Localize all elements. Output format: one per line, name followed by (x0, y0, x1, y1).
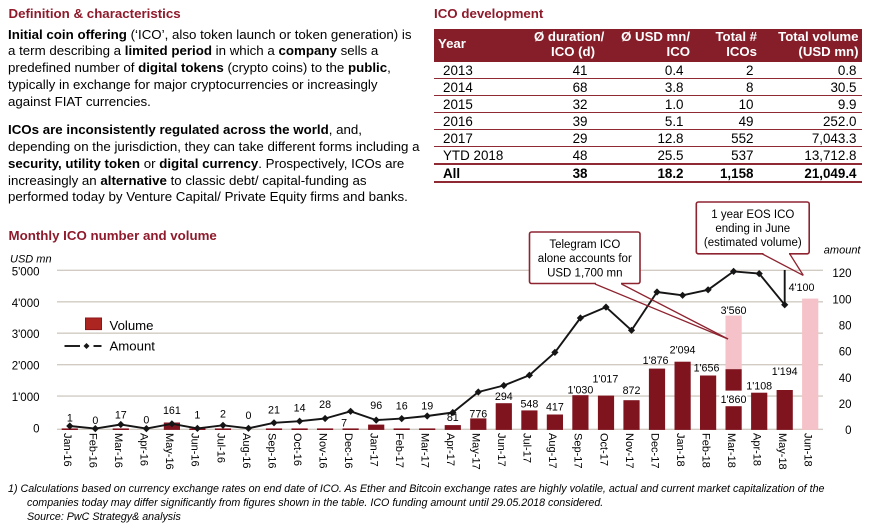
svg-text:alone accounts for: alone accounts for (538, 253, 632, 265)
svg-text:Jun-17: Jun-17 (495, 433, 507, 467)
svg-text:1'194: 1'194 (772, 366, 798, 378)
svg-text:294: 294 (495, 391, 513, 403)
svg-text:1: 1 (67, 412, 73, 424)
svg-text:Telegram ICO: Telegram ICO (549, 239, 620, 251)
svg-text:Jan-16: Jan-16 (61, 433, 73, 467)
svg-text:Feb-16: Feb-16 (87, 433, 99, 468)
svg-text:80: 80 (839, 321, 852, 333)
svg-text:3'560: 3'560 (721, 305, 747, 317)
svg-text:161: 161 (163, 405, 181, 417)
svg-text:1'017: 1'017 (592, 374, 618, 386)
svg-text:Sep-17: Sep-17 (572, 433, 584, 468)
svg-text:14: 14 (294, 402, 306, 414)
svg-text:21: 21 (268, 405, 280, 417)
svg-text:amount: amount (824, 245, 862, 257)
svg-text:Aug-17: Aug-17 (546, 433, 558, 468)
svg-text:417: 417 (546, 401, 564, 413)
svg-text:2: 2 (220, 409, 226, 421)
svg-text:Amount: Amount (110, 339, 156, 354)
svg-text:Sep-16: Sep-16 (265, 433, 277, 468)
svg-text:Jul-16: Jul-16 (214, 433, 226, 463)
svg-text:40: 40 (839, 373, 852, 385)
svg-text:0: 0 (143, 415, 149, 427)
svg-text:USD 1,700 mn: USD 1,700 mn (547, 267, 622, 279)
svg-text:1'876: 1'876 (643, 355, 669, 367)
svg-text:2'000: 2'000 (12, 361, 40, 373)
svg-text:96: 96 (370, 400, 382, 412)
svg-text:16: 16 (396, 401, 408, 413)
svg-text:20: 20 (839, 399, 852, 411)
svg-text:1'108: 1'108 (746, 381, 772, 393)
svg-text:Oct-16: Oct-16 (291, 433, 303, 466)
svg-text:Feb-17: Feb-17 (393, 433, 405, 468)
svg-text:Jan-18: Jan-18 (674, 433, 686, 467)
svg-text:Jul-17: Jul-17 (521, 433, 533, 463)
svg-text:0: 0 (246, 410, 252, 422)
svg-text:1'000: 1'000 (12, 392, 40, 404)
svg-text:872: 872 (623, 385, 641, 397)
svg-text:1'030: 1'030 (567, 384, 593, 396)
svg-text:May-17: May-17 (470, 433, 482, 470)
svg-text:Nov-17: Nov-17 (623, 433, 635, 468)
svg-text:7: 7 (341, 418, 347, 430)
svg-text:4'100: 4'100 (789, 282, 815, 294)
svg-text:(estimated volume): (estimated volume) (704, 237, 802, 249)
svg-text:548: 548 (520, 398, 538, 410)
svg-text:1 year EOS ICO: 1 year EOS ICO (711, 209, 794, 221)
svg-text:19: 19 (421, 401, 433, 413)
svg-text:Nov-16: Nov-16 (316, 433, 328, 468)
svg-text:Aug-16: Aug-16 (240, 433, 252, 468)
svg-text:0: 0 (33, 424, 39, 436)
svg-text:Apr-17: Apr-17 (444, 433, 456, 466)
svg-text:17: 17 (115, 409, 127, 421)
svg-text:1'860: 1'860 (721, 394, 747, 406)
svg-text:May-16: May-16 (163, 433, 175, 470)
svg-text:81: 81 (447, 412, 459, 424)
svg-text:1: 1 (194, 410, 200, 422)
svg-text:3'000: 3'000 (12, 329, 40, 341)
svg-text:Apr-18: Apr-18 (751, 433, 763, 466)
svg-text:60: 60 (839, 347, 852, 359)
svg-text:Apr-16: Apr-16 (138, 433, 150, 466)
svg-text:Jun-16: Jun-16 (189, 433, 201, 467)
svg-text:0: 0 (92, 415, 98, 427)
svg-text:USD mn: USD mn (10, 254, 52, 266)
svg-text:Dec-16: Dec-16 (342, 433, 354, 468)
svg-text:1'656: 1'656 (694, 362, 720, 374)
svg-text:Jun-18: Jun-18 (802, 433, 814, 467)
svg-text:4'000: 4'000 (12, 298, 40, 310)
svg-text:Mar-17: Mar-17 (419, 433, 431, 468)
svg-text:Volume: Volume (110, 318, 154, 333)
svg-text:5'000: 5'000 (12, 266, 40, 278)
svg-text:0: 0 (845, 425, 851, 437)
svg-text:ending in June: ending in June (715, 223, 790, 235)
svg-text:May-18: May-18 (776, 433, 788, 470)
svg-text:Dec-17: Dec-17 (648, 433, 660, 468)
svg-text:100: 100 (832, 294, 851, 306)
svg-text:Mar-16: Mar-16 (112, 433, 124, 468)
svg-text:776: 776 (469, 408, 487, 420)
svg-text:28: 28 (319, 399, 331, 411)
svg-text:Mar-18: Mar-18 (725, 433, 737, 468)
svg-text:2'094: 2'094 (670, 344, 696, 356)
svg-text:Jan-17: Jan-17 (368, 433, 380, 467)
svg-text:Oct-17: Oct-17 (597, 433, 609, 466)
svg-text:120: 120 (832, 268, 851, 280)
svg-text:Feb-18: Feb-18 (699, 433, 711, 468)
